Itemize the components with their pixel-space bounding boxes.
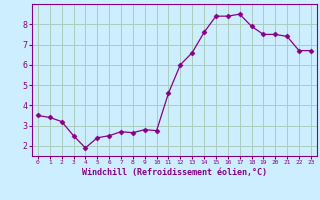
X-axis label: Windchill (Refroidissement éolien,°C): Windchill (Refroidissement éolien,°C) (82, 168, 267, 177)
